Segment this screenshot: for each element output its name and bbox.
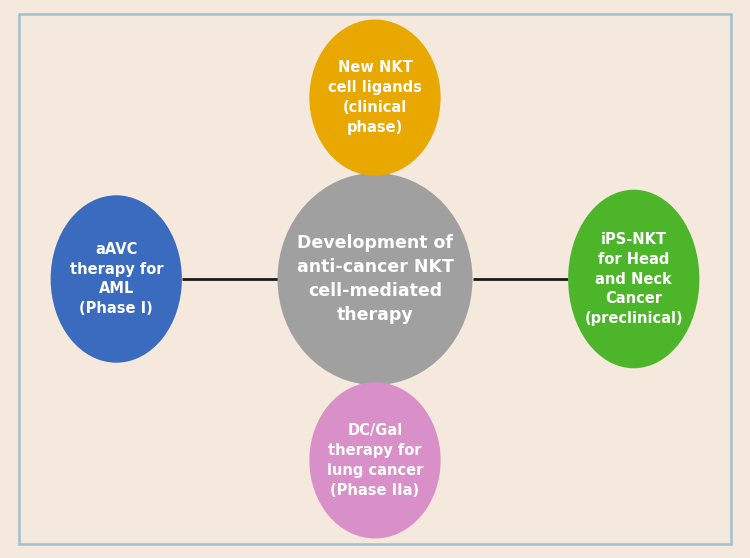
Text: DC/Gal
therapy for
lung cancer
(Phase IIa): DC/Gal therapy for lung cancer (Phase II… [327, 423, 423, 498]
Text: iPS-NKT
for Head
and Neck
Cancer
(preclinical): iPS-NKT for Head and Neck Cancer (precli… [584, 232, 683, 326]
Text: aAVC
therapy for
AML
(Phase I): aAVC therapy for AML (Phase I) [70, 242, 163, 316]
Ellipse shape [278, 173, 472, 385]
Ellipse shape [309, 382, 441, 538]
Ellipse shape [51, 195, 182, 363]
Text: New NKT
cell ligands
(clinical
phase): New NKT cell ligands (clinical phase) [328, 60, 422, 135]
Ellipse shape [568, 190, 699, 368]
FancyBboxPatch shape [19, 14, 731, 544]
Ellipse shape [309, 20, 441, 176]
Text: Development of
anti-cancer NKT
cell-mediated
therapy: Development of anti-cancer NKT cell-medi… [296, 234, 454, 324]
